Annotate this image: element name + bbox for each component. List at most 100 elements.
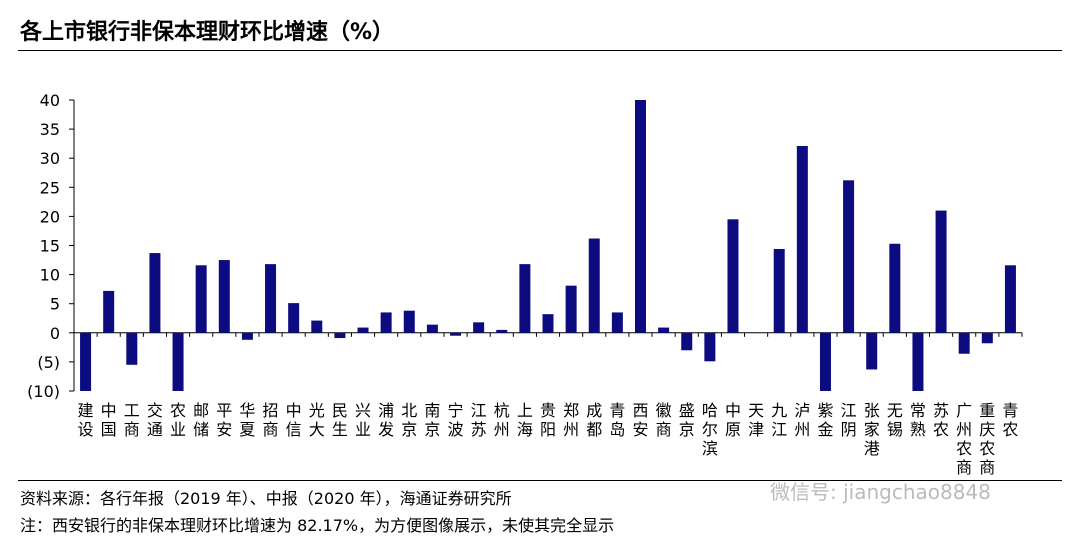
x-tick-label: 张家港 xyxy=(863,401,880,458)
bar xyxy=(311,320,323,333)
bar xyxy=(473,322,485,333)
bar xyxy=(80,332,92,391)
y-tick-label: 20 xyxy=(40,207,60,226)
x-tick-label: 成都 xyxy=(586,401,603,439)
x-tick-label: 邮储 xyxy=(193,401,210,439)
bar xyxy=(912,332,924,391)
source: 资料来源：各行年报（2019 年）、中报（2020 年），海通证券研究所 xyxy=(20,489,512,508)
x-tick-label: 杭州 xyxy=(493,401,510,439)
bar xyxy=(265,264,277,333)
x-tick-label: 南京 xyxy=(424,401,441,439)
note: 注：西安银行的非保本理财环比增速为 82.17%，为方便图像展示，未使其完全显示 xyxy=(20,516,615,535)
bar xyxy=(981,332,993,344)
bar xyxy=(195,265,207,333)
chart-title: 各上市银行非保本理财环比增速（%） xyxy=(20,20,395,45)
x-tick-label: 中原 xyxy=(724,401,741,439)
y-tick-label: 35 xyxy=(40,120,60,139)
bar xyxy=(843,180,855,333)
x-tick-label: 光大 xyxy=(308,401,325,439)
x-tick-label: 平安 xyxy=(216,401,233,439)
bar xyxy=(403,310,415,333)
x-tick-label: 农业 xyxy=(170,401,187,439)
x-tick-label: 浦发 xyxy=(378,401,395,439)
bar xyxy=(866,332,878,370)
bar xyxy=(727,219,739,333)
top-rule xyxy=(18,50,1062,51)
x-tick-label: 交通 xyxy=(146,401,163,439)
x-tick-label: 西安 xyxy=(632,401,649,439)
x-tick-label: 盛京 xyxy=(678,401,695,439)
bar xyxy=(935,210,947,333)
bar xyxy=(496,329,508,333)
bar xyxy=(426,324,438,333)
bar xyxy=(773,248,785,333)
x-tick-label: 中信 xyxy=(285,401,302,439)
bar xyxy=(103,290,115,333)
x-tick-label: 兴业 xyxy=(355,401,372,439)
x-tick-label: 江阴 xyxy=(840,401,857,439)
x-tick-label: 青农 xyxy=(1002,401,1019,439)
bar xyxy=(288,303,300,333)
y-tick-label: (10) xyxy=(27,382,60,401)
x-tick-label: 江苏 xyxy=(470,401,487,439)
bar xyxy=(658,327,670,333)
x-tick-label: 民生 xyxy=(331,401,348,439)
y-tick-label: 10 xyxy=(40,266,60,285)
x-tick-label: 宁波 xyxy=(447,401,464,439)
bar xyxy=(634,100,646,333)
bar xyxy=(681,332,693,351)
bar xyxy=(704,332,716,362)
bar xyxy=(1004,265,1016,333)
y-tick-label: 5 xyxy=(50,295,60,314)
x-tick-label: 建设 xyxy=(77,401,94,439)
x-tick-label: 上海 xyxy=(516,401,533,439)
x-tick-label: 工商 xyxy=(123,401,140,439)
x-tick-label: 广州农商 xyxy=(956,401,973,477)
bar xyxy=(126,332,138,365)
y-tick-label: (5) xyxy=(37,353,60,372)
y-tick-label: 0 xyxy=(50,324,60,343)
x-tick-label: 苏农 xyxy=(933,401,950,439)
watermark: 微信号: jiangchao8848 xyxy=(770,480,991,504)
y-tick-label: 25 xyxy=(40,178,60,197)
bar xyxy=(588,238,600,333)
x-tick-label: 招商 xyxy=(262,401,279,439)
x-tick-label: 重庆农商 xyxy=(979,401,996,477)
x-tick-label: 哈尔滨 xyxy=(701,401,718,458)
bar xyxy=(519,264,531,333)
bar xyxy=(380,312,392,333)
bar xyxy=(565,285,577,333)
bar xyxy=(357,327,369,333)
bar xyxy=(542,314,554,333)
x-tick-label: 天津 xyxy=(748,401,765,439)
x-tick-label: 九江 xyxy=(771,401,788,439)
y-tick-label: 40 xyxy=(40,91,60,110)
bar xyxy=(958,332,970,354)
bar xyxy=(611,312,623,333)
x-tick-label: 泸州 xyxy=(794,401,811,439)
bottom-rule xyxy=(18,480,1062,481)
bar xyxy=(218,260,230,333)
bar xyxy=(241,332,253,340)
bar xyxy=(819,332,831,391)
y-tick-label: 30 xyxy=(40,149,60,168)
x-tick-label: 贵阳 xyxy=(539,401,556,439)
x-tick-label: 华夏 xyxy=(239,401,256,439)
bar xyxy=(172,332,184,391)
x-tick-label: 北京 xyxy=(401,401,418,439)
x-tick-label: 无锡 xyxy=(886,401,903,439)
x-tick-label: 紫金 xyxy=(817,401,834,439)
bar xyxy=(149,253,161,333)
x-tick-label: 徽商 xyxy=(655,401,672,439)
x-tick-label: 郑州 xyxy=(563,401,580,439)
y-tick-label: 15 xyxy=(40,237,60,256)
x-tick-label: 常熟 xyxy=(909,401,926,439)
bar xyxy=(334,332,346,339)
bar xyxy=(450,332,462,336)
bar xyxy=(796,145,808,333)
x-tick-label: 中国 xyxy=(100,401,117,439)
x-tick-label: 青岛 xyxy=(609,401,626,439)
bar xyxy=(889,243,901,333)
